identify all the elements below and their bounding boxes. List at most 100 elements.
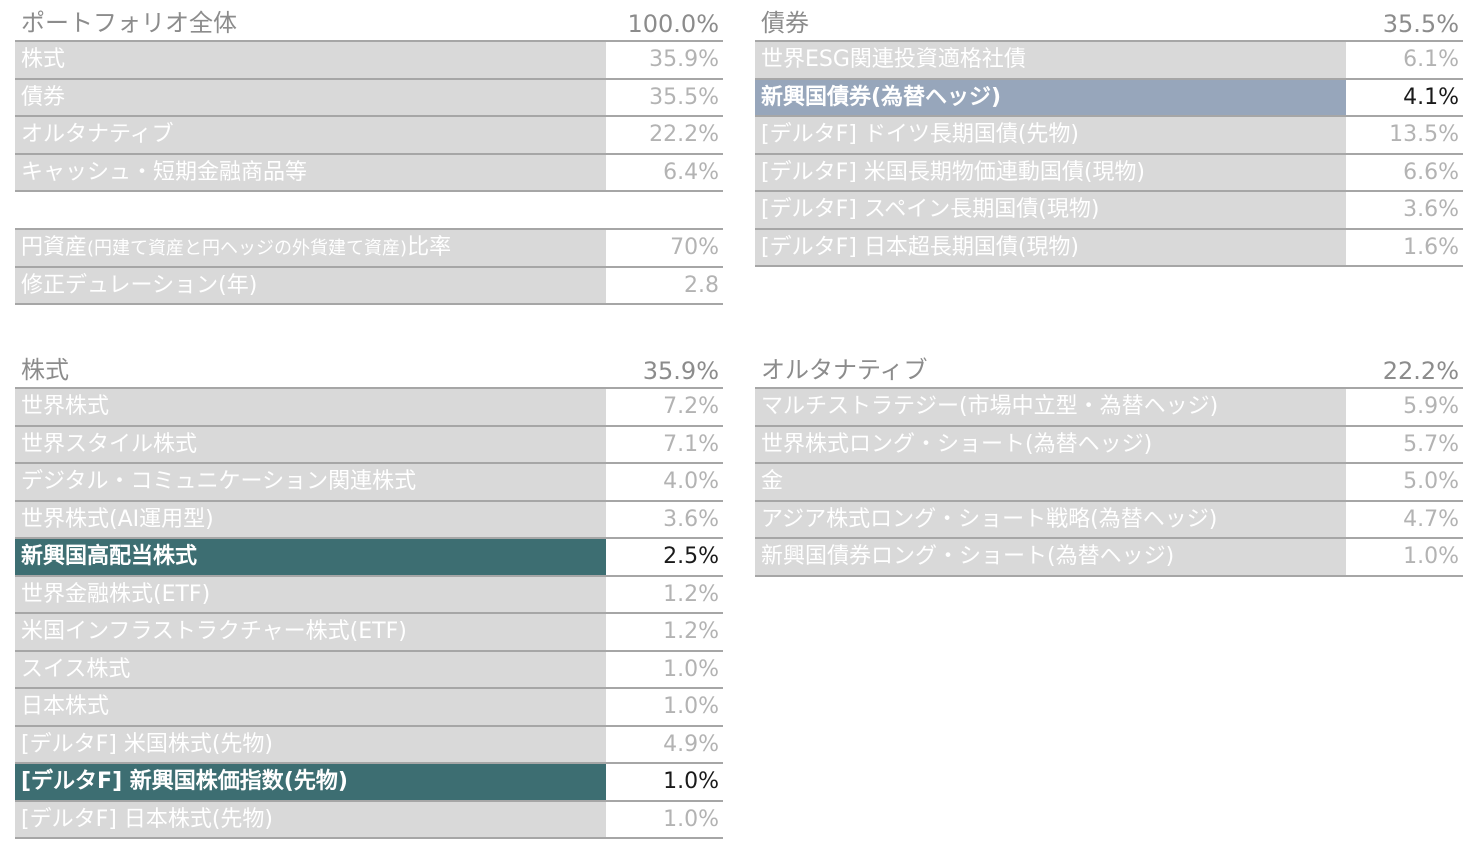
row-label: 世界株式 (15, 389, 606, 425)
row-value: 4.7% (1346, 501, 1463, 537)
table-row: 株式 35.9% (15, 42, 723, 80)
table-row: [デルタF] スペイン長期国債(現物) 3.6% (755, 192, 1463, 230)
table-row: キャッシュ・短期金融商品等 6.4% (15, 154, 723, 192)
bonds-panel: 債券 35.5% 世界ESG関連投資適格社債 6.1% 新興国債券(為替ヘッジ)… (755, 6, 1463, 267)
table-row: 世界スタイル株式 7.1% (15, 426, 723, 464)
alternatives-total: 22.2% (1382, 357, 1459, 385)
row-value: 70% (606, 230, 723, 266)
row-label: 修正デュレーション(年) (15, 267, 606, 303)
row-label: 世界ESG関連投資適格社債 (755, 42, 1346, 78)
table-row: 米国インフラストラクチャー株式(ETF) 1.2% (15, 614, 723, 652)
table-row: [デルタF] 日本株式(先物) 1.0% (15, 801, 723, 839)
row-label: デジタル・コミュニケーション関連株式 (15, 464, 606, 500)
row-value: 3.6% (606, 501, 723, 537)
table-row: [デルタF] ドイツ長期国債(先物) 13.5% (755, 117, 1463, 155)
row-label: [デルタF] ドイツ長期国債(先物) (755, 117, 1346, 153)
table-row: [デルタF] 米国長期物価連動国債(現物) 6.6% (755, 154, 1463, 192)
row-value: 4.9% (606, 726, 723, 762)
row-value: 1.6% (1346, 229, 1463, 265)
row-value: 4.0% (606, 464, 723, 500)
row-label: 株式 (15, 42, 606, 78)
portfolio-header: ポートフォリオ全体 100.0% (15, 6, 723, 42)
row-value: 1.0% (606, 651, 723, 687)
table-row: 日本株式 1.0% (15, 689, 723, 727)
row-label: 円資産(円建て資産と円ヘッジの外貨建て資産)比率 (15, 230, 606, 266)
row-value: 5.0% (1346, 464, 1463, 500)
row-label: [デルタF] 新興国株価指数(先物) (15, 764, 606, 800)
row-value: 1.0% (606, 689, 723, 725)
table-row: オルタナティブ 22.2% (15, 117, 723, 155)
bonds-header: 債券 35.5% (755, 6, 1463, 42)
row-value: 35.9% (606, 42, 723, 78)
row-label: 新興国債券ロング・ショート(為替ヘッジ) (755, 539, 1346, 575)
yen-ratio-label-note: (円建て資産と円ヘッジの外貨建て資産) (87, 238, 408, 259)
row-label: 世界スタイル株式 (15, 426, 606, 462)
table-row: 金 5.0% (755, 464, 1463, 502)
row-value: 1.0% (1346, 539, 1463, 575)
row-spacer (15, 192, 723, 230)
row-label: 新興国高配当株式 (15, 539, 606, 575)
row-label: キャッシュ・短期金融商品等 (15, 154, 606, 190)
row-value: 3.6% (1346, 192, 1463, 228)
row-label: [デルタF] スペイン長期国債(現物) (755, 192, 1346, 228)
table-row: 世界金融株式(ETF) 1.2% (15, 576, 723, 614)
row-label: [デルタF] 日本超長期国債(現物) (755, 229, 1346, 265)
table-row: 債券 35.5% (15, 79, 723, 117)
bonds-total: 35.5% (1382, 10, 1459, 38)
portfolio-overall-panel: ポートフォリオ全体 100.0% 株式 35.9% 債券 35.5% オルタナテ… (15, 6, 723, 305)
row-label: オルタナティブ (15, 117, 606, 153)
table-row: デジタル・コミュニケーション関連株式 4.0% (15, 464, 723, 502)
row-value: 1.2% (606, 576, 723, 612)
table-row-yen-ratio: 円資産(円建て資産と円ヘッジの外貨建て資産)比率 70% (15, 230, 723, 268)
row-label: 新興国債券(為替ヘッジ) (755, 79, 1346, 115)
table-row-duration: 修正デュレーション(年) 2.8 (15, 267, 723, 305)
equities-panel: 株式 35.9% 世界株式 7.2% 世界スタイル株式 7.1% デジタル・コミ… (15, 353, 723, 839)
row-value: 4.1% (1346, 79, 1463, 115)
table-row: スイス株式 1.0% (15, 651, 723, 689)
row-label: 債券 (15, 79, 606, 115)
row-label: マルチストラテジー(市場中立型・為替ヘッジ) (755, 389, 1346, 425)
row-value: 5.9% (1346, 389, 1463, 425)
table-row: [デルタF] 日本超長期国債(現物) 1.6% (755, 229, 1463, 267)
alternatives-title: オルタナティブ (761, 356, 928, 384)
row-label: アジア株式ロング・ショート戦略(為替ヘッジ) (755, 501, 1346, 537)
row-label: 世界株式(AI運用型) (15, 501, 606, 537)
table-row: 新興国債券ロング・ショート(為替ヘッジ) 1.0% (755, 539, 1463, 577)
table-row: 世界株式 7.2% (15, 389, 723, 427)
yen-ratio-label-main: 円資産 (21, 235, 88, 260)
row-value: 7.2% (606, 389, 723, 425)
table-row-highlighted: 新興国債券(為替ヘッジ) 4.1% (755, 79, 1463, 117)
row-label: 金 (755, 464, 1346, 500)
table-row-highlighted: [デルタF] 新興国株価指数(先物) 1.0% (15, 764, 723, 802)
table-row: [デルタF] 米国株式(先物) 4.9% (15, 726, 723, 764)
row-label: 世界金融株式(ETF) (15, 576, 606, 612)
portfolio-total: 100.0% (627, 10, 719, 38)
equities-header: 株式 35.9% (15, 353, 723, 389)
row-label: [デルタF] 日本株式(先物) (15, 801, 606, 837)
row-value: 1.0% (606, 801, 723, 837)
row-label: [デルタF] 米国株式(先物) (15, 726, 606, 762)
row-value: 6.1% (1346, 42, 1463, 78)
table-row: マルチストラテジー(市場中立型・為替ヘッジ) 5.9% (755, 389, 1463, 427)
row-value: 6.6% (1346, 154, 1463, 190)
table-row: アジア株式ロング・ショート戦略(為替ヘッジ) 4.7% (755, 501, 1463, 539)
row-value: 1.2% (606, 614, 723, 650)
row-value: 22.2% (606, 117, 723, 153)
table-row: 世界株式ロング・ショート(為替ヘッジ) 5.7% (755, 426, 1463, 464)
alternatives-panel: オルタナティブ 22.2% マルチストラテジー(市場中立型・為替ヘッジ) 5.9… (755, 353, 1463, 577)
equities-total: 35.9% (642, 357, 719, 385)
row-value: 1.0% (606, 764, 723, 800)
portfolio-title: ポートフォリオ全体 (21, 9, 237, 37)
row-label: スイス株式 (15, 651, 606, 687)
row-value: 5.7% (1346, 426, 1463, 462)
row-label: 米国インフラストラクチャー株式(ETF) (15, 614, 606, 650)
table-row: 世界ESG関連投資適格社債 6.1% (755, 42, 1463, 80)
row-value: 35.5% (606, 79, 723, 115)
row-label: 世界株式ロング・ショート(為替ヘッジ) (755, 426, 1346, 462)
row-value: 2.8 (606, 267, 723, 303)
row-label: [デルタF] 米国長期物価連動国債(現物) (755, 154, 1346, 190)
bonds-title: 債券 (761, 9, 809, 37)
table-row: 世界株式(AI運用型) 3.6% (15, 501, 723, 539)
row-label: 日本株式 (15, 689, 606, 725)
row-value: 2.5% (606, 539, 723, 575)
